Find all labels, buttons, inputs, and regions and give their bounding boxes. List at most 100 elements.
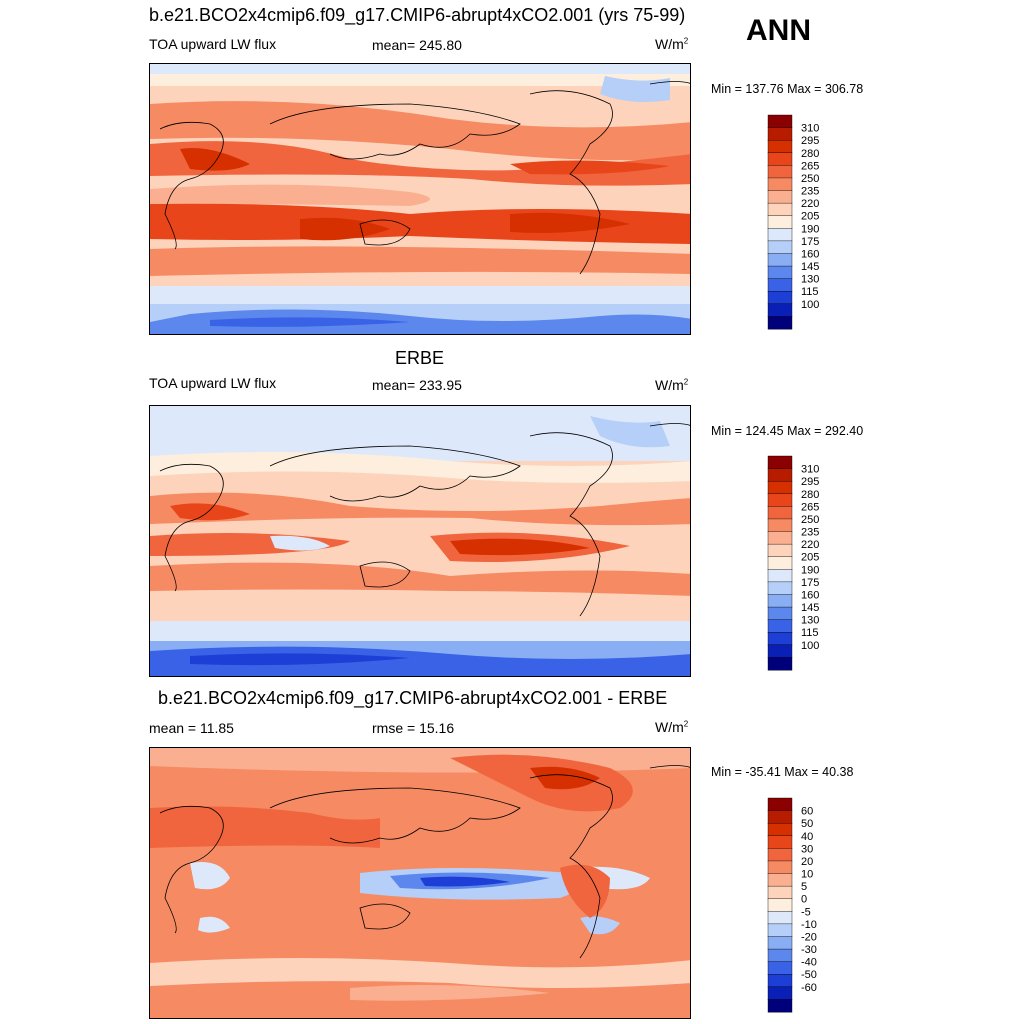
panel-1-colorbar-swatch <box>767 278 793 292</box>
panel-2-colorbar-swatch <box>767 581 793 595</box>
panel-2-colorbar-swatch <box>767 619 793 633</box>
panel-2-map <box>149 405 691 677</box>
panel-3-colorbar-tick-label: 5 <box>801 881 807 893</box>
panel-2-colorbar-tick-label: 175 <box>801 577 819 589</box>
panel-1-colorbar-tick-label: 130 <box>801 274 819 286</box>
panel-2-colorbar-tick-label: 220 <box>801 539 819 551</box>
panel-1-field <box>150 64 690 334</box>
panel-3-colorbar-tick-label: 60 <box>801 806 813 818</box>
panel-2-colorbar-tick-label: 310 <box>801 464 819 476</box>
panel-2-colorbar-tick-label: 190 <box>801 564 819 576</box>
panel-1-left-label: TOA upward LW flux <box>149 36 277 52</box>
panel-2-minmax: Min = 124.45 Max = 292.40 <box>711 424 864 438</box>
panel-2-colorbar-tick-label: 250 <box>801 514 819 526</box>
panel-3-colorbar-swatch <box>767 822 793 837</box>
panel-1-colorbar-tick-label: 175 <box>801 236 819 248</box>
panel-2-colorbar-swatch <box>767 569 793 583</box>
panel-1-title: b.e21.BCO2x4cmip6.f09_g17.CMIP6-abrupt4x… <box>149 5 686 25</box>
panel-3-field <box>150 748 690 1018</box>
panel-1-colorbar-swatch <box>767 215 793 229</box>
panel-3-colorbar-swatch <box>767 948 793 963</box>
panel-2-colorbar-tick-label: 235 <box>801 527 819 539</box>
panel-2-colorbar-tick-label: 280 <box>801 489 819 501</box>
panel-1-colorbar-tick-label: 280 <box>801 148 819 160</box>
panel-1-colorbar-tick-label: 160 <box>801 248 819 260</box>
panel-1-minmax: Min = 137.76 Max = 306.78 <box>711 82 864 96</box>
panel-1-colorbar-swatch <box>767 165 793 179</box>
panel-3-units: W/m2 <box>655 719 689 735</box>
panel-3-colorbar-swatch <box>767 873 793 887</box>
panel-1-colorbar-tick-label: 220 <box>801 198 819 210</box>
panel-3-colorbar-tick-label: 50 <box>801 818 813 830</box>
panel-1-units: W/m2 <box>655 36 689 52</box>
panel-1-colorbar-swatch <box>767 177 793 192</box>
panel-2-colorbar-swatch <box>767 632 793 646</box>
panel-2-colorbar-swatch <box>767 455 793 470</box>
panel-1-colorbar-tick-label: 115 <box>801 286 819 298</box>
panel-1-colorbar-swatch <box>767 202 793 217</box>
panel-2-colorbar-tick-label: 100 <box>801 640 819 652</box>
panel-1-colorbar-swatch <box>767 152 793 166</box>
panel-2-colorbar-swatch <box>767 518 793 533</box>
panel-3-colorbar-tick-label: 0 <box>801 894 807 906</box>
panel-3-left-label: mean = 11.85 <box>149 720 234 736</box>
panel-1-colorbar-swatch <box>767 114 793 129</box>
panel-2-colorbar-tick-label: 145 <box>801 602 819 614</box>
panel-3-colorbar-swatch <box>767 848 793 862</box>
panel-2-colorbar-swatch <box>767 543 793 558</box>
panel-2-colorbar-swatch <box>767 468 793 482</box>
panel-3-colorbar-swatch <box>767 923 793 937</box>
panel-3-colorbar-swatch <box>767 898 793 912</box>
panel-3-colorbar-swatch <box>767 961 793 975</box>
panel-3-minmax: Min = -35.41 Max = 40.38 <box>711 765 854 779</box>
panel-3-colorbar-swatch <box>767 999 793 1013</box>
panel-1-colorbar-swatch <box>767 253 793 267</box>
panel-1-colorbar-swatch <box>767 265 793 280</box>
panel-2-colorbar-tick-label: 265 <box>801 501 819 513</box>
panel-1-colorbar-swatch <box>767 190 793 204</box>
panel-3-colorbar-swatch <box>767 885 793 900</box>
panel-2-colorbar-swatch <box>767 531 793 545</box>
panel-3-colorbar-swatch <box>767 974 793 988</box>
panel-2-colorbar-swatch <box>767 657 793 671</box>
panel-1-colorbar-tick-label: 145 <box>801 261 819 273</box>
panel-2-colorbar-tick-label: 205 <box>801 552 819 564</box>
panel-3-colorbar-swatch <box>767 911 793 925</box>
panel-3-colorbar-tick-label: -10 <box>801 919 817 931</box>
panel-1-colorbar-swatch <box>767 316 793 330</box>
panel-2-units: W/m2 <box>655 377 689 393</box>
panel-1-colorbar-tick-label: 265 <box>801 160 819 172</box>
panel-2-colorbar-tick-label: 115 <box>801 627 819 639</box>
panel-1-colorbar: 310 295 280 265 250 235 220 205 190 175 160 145 130 1… <box>767 114 819 330</box>
panel-2-colorbar-swatch <box>767 606 793 621</box>
panel-1-colorbar-svg: 3102952802652502352202051901751601451301… <box>767 114 819 330</box>
panel-3-colorbar-tick-label: 40 <box>801 831 813 843</box>
season-label: ANN <box>746 14 811 47</box>
panel-3-colorbar-tick-label: -20 <box>801 931 817 943</box>
panel-2-field <box>150 406 690 676</box>
panel-3-title: b.e21.BCO2x4cmip6.f09_g17.CMIP6-abrupt4x… <box>158 688 668 708</box>
panel-3-rmse: rmse = 15.16 <box>372 720 455 736</box>
panel-1-mean: mean= 245.80 <box>372 37 462 53</box>
panel-1-colorbar-swatch <box>767 291 793 305</box>
panel-3-colorbar-swatch <box>767 810 793 824</box>
panel-3-colorbar-tick-label: -60 <box>801 982 817 994</box>
panel-2-colorbar-swatch <box>767 506 793 520</box>
panel-1-colorbar-swatch <box>767 139 793 154</box>
panel-1-map <box>149 63 691 335</box>
panel-2-colorbar-swatch <box>767 556 793 570</box>
panel-2-colorbar-swatch <box>767 644 793 658</box>
panel-3-colorbar-swatch <box>767 936 793 950</box>
panel-2-colorbar-tick-label: 295 <box>801 476 819 488</box>
panel-2-colorbar-svg: 3102952802652502352202051901751601451301… <box>767 455 819 671</box>
panel-3-colorbar-swatch <box>767 797 793 812</box>
panel-1-colorbar-tick-label: 310 <box>801 123 819 135</box>
panel-1-colorbar-swatch <box>767 228 793 242</box>
panel-2-mean: mean= 233.95 <box>372 377 462 393</box>
panel-3-colorbar-swatch <box>767 986 793 1000</box>
panel-1-colorbar-tick-label: 190 <box>801 223 819 235</box>
panel-3-colorbar-tick-label: 10 <box>801 869 813 881</box>
panel-2-left-label: TOA upward LW flux <box>149 375 277 391</box>
panel-2-colorbar: 310 295 280 265 250 235 220 205 190 175 160 145 130 1… <box>767 455 819 671</box>
